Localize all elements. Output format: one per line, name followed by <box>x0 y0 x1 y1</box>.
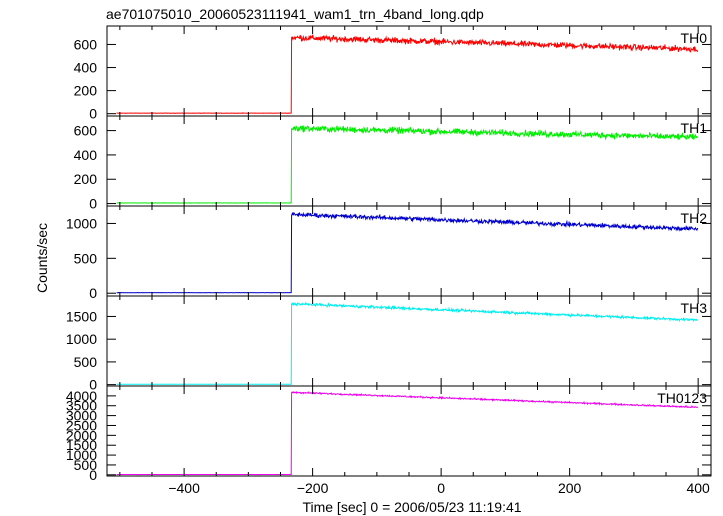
panel-th0: 0 200 400 600 TH0 <box>74 25 712 122</box>
x-tick-label: 400 <box>686 480 710 496</box>
x-tick-label: 0 <box>437 480 445 496</box>
series-line-th1 <box>116 125 699 204</box>
x-axis-ticks: −400 −200 0 200 400 <box>168 480 710 496</box>
y-tick-label: 1000 <box>66 447 97 463</box>
x-axis-label: Time [sec] 0 = 2006/05/23 11:19:41 <box>302 499 521 515</box>
panel-frame <box>106 205 712 297</box>
y-tick-label: 0 <box>89 467 97 483</box>
x-tick-label: 200 <box>558 480 582 496</box>
y-tick-label: 500 <box>74 457 98 473</box>
panel-label: TH3 <box>681 300 708 316</box>
y-tick-label: 0 <box>89 106 97 122</box>
y-tick-label: 1000 <box>66 215 97 231</box>
y-tick-label: 1000 <box>66 331 97 347</box>
y-tick-label: 0 <box>89 377 97 393</box>
chart-title: ae701075010_20060523111941_wam1_trn_4ban… <box>106 6 484 22</box>
y-tick-label: 0 <box>89 196 97 212</box>
y-tick-label: 3000 <box>66 408 97 424</box>
y-tick-label: 0 <box>89 285 97 301</box>
y-tick-label: 600 <box>74 36 98 52</box>
y-tick-label: 2000 <box>66 427 97 443</box>
panel-th2: 0 500 1000 TH2 <box>66 205 712 301</box>
y-axis-label: Counts/sec <box>34 223 50 293</box>
panel-th3: 0 500 1000 1500 TH3 <box>66 295 712 393</box>
panel-label: TH2 <box>681 210 708 226</box>
y-tick-label: 200 <box>74 83 98 99</box>
y-tick-label: 2500 <box>66 417 97 433</box>
panel-label: TH0 <box>681 30 708 46</box>
y-tick-label: 500 <box>74 250 98 266</box>
y-tick-label: 4000 <box>66 388 97 404</box>
series-line-th3 <box>116 301 699 385</box>
x-tick-label: −400 <box>168 480 200 496</box>
panel-th1: 0 200 400 600 TH1 <box>74 115 712 212</box>
y-tick-label: 400 <box>74 147 98 163</box>
panel-frame <box>106 25 712 117</box>
y-tick-label: 1500 <box>66 437 97 453</box>
y-tick-label: 400 <box>74 60 98 76</box>
series-line-th0123 <box>116 390 698 476</box>
y-tick-label: 600 <box>74 123 98 139</box>
panel-label: TH1 <box>681 120 708 136</box>
y-tick-label: 500 <box>74 354 98 370</box>
y-tick-label: 3500 <box>66 398 97 414</box>
x-tick-label: −200 <box>297 480 329 496</box>
panel-label: TH0123 <box>657 390 707 406</box>
y-tick-label: 1500 <box>66 308 97 324</box>
panel-frame <box>106 385 712 477</box>
y-tick-label: 200 <box>74 171 98 187</box>
series-line-th2 <box>116 211 699 294</box>
panel-frame <box>106 115 712 207</box>
series-line-th0 <box>116 34 699 114</box>
